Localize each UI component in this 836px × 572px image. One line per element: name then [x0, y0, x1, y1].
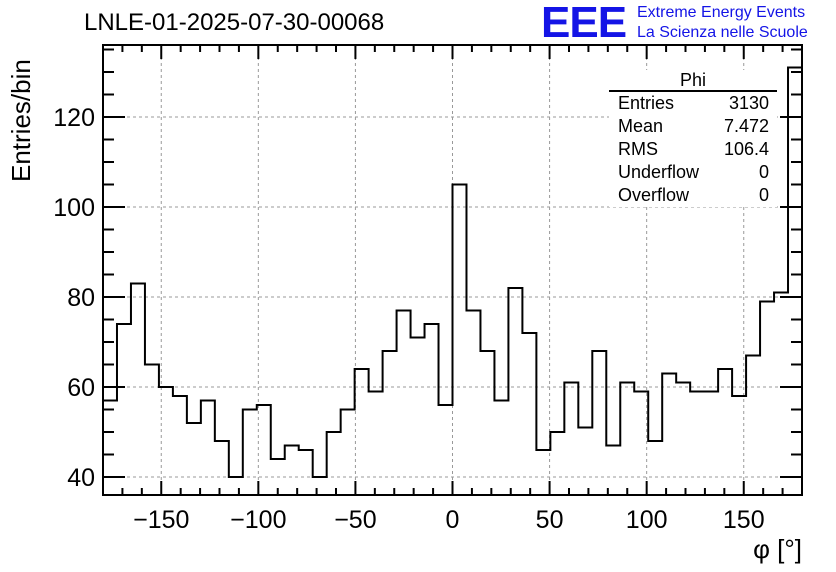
- histogram-bin: [592, 351, 606, 495]
- y-tick-label: 60: [67, 374, 95, 402]
- histogram-bin: [341, 410, 355, 496]
- histogram-bin: [131, 284, 145, 496]
- histogram-bin: [299, 450, 313, 495]
- histogram-bin: [187, 423, 201, 495]
- histogram-bin: [508, 288, 522, 495]
- y-tick-label: 120: [53, 104, 95, 132]
- y-tick-label: 40: [67, 464, 95, 492]
- histogram-bin: [355, 369, 369, 495]
- histogram-bin: [173, 396, 187, 495]
- histogram-bin: [788, 68, 802, 496]
- stats-label: Underflow: [618, 162, 700, 182]
- x-axis-tick-labels: −150 −100 −50 0 50 100 150: [133, 506, 765, 534]
- histogram-bin: [313, 477, 327, 495]
- histogram-bin: [243, 410, 257, 496]
- eee-caption-line2: La Scienza nelle Scuole: [637, 24, 808, 41]
- histogram-bin: [439, 405, 453, 495]
- stats-box: Phi Entries 3130 Mean 7.472 RMS 106.4 Un…: [609, 70, 777, 207]
- histogram-bin: [704, 392, 718, 496]
- histogram-bin: [494, 401, 508, 496]
- histogram-bin: [550, 432, 564, 495]
- histogram-bin: [536, 450, 550, 495]
- y-axis-ticks: [103, 48, 802, 478]
- histogram-bin: [480, 351, 494, 495]
- stats-row-underflow: Underflow 0: [609, 161, 777, 184]
- histogram-bin: [103, 401, 117, 496]
- histogram-bin: [732, 396, 746, 495]
- x-tick-label: −50: [334, 506, 376, 534]
- histogram-bin: [145, 365, 159, 496]
- stats-label: RMS: [618, 139, 658, 159]
- chart-title: LNLE-01-2025-07-30-00068: [84, 9, 385, 36]
- x-tick-label: 100: [626, 506, 668, 534]
- stats-label: Overflow: [618, 185, 690, 205]
- histogram-bin: [774, 293, 788, 496]
- y-tick-label: 80: [67, 284, 95, 312]
- histogram-bin: [397, 311, 411, 496]
- stats-title: Phi: [609, 70, 777, 92]
- x-tick-label: 150: [723, 506, 765, 534]
- y-tick-label: 100: [53, 194, 95, 222]
- histogram-bin: [453, 185, 467, 496]
- stats-row-overflow: Overflow 0: [609, 184, 777, 207]
- histogram-bin: [369, 392, 383, 496]
- stats-value: 7.472: [723, 116, 769, 136]
- histogram-bin: [117, 324, 131, 495]
- histogram-bin: [620, 383, 634, 496]
- histogram-bin: [383, 351, 397, 495]
- histogram-outline: [103, 66, 802, 478]
- x-axis-label: φ [°]: [753, 534, 802, 564]
- stats-row-rms: RMS 106.4: [609, 138, 777, 161]
- histogram-bin: [578, 428, 592, 496]
- x-tick-label: 0: [446, 506, 460, 534]
- stats-value: 0: [758, 162, 769, 182]
- eee-logo: EEE: [541, 0, 627, 47]
- histogram-bin: [201, 401, 215, 496]
- histogram-bin: [676, 383, 690, 496]
- histogram-bin: [718, 369, 732, 495]
- histogram-bin: [634, 392, 648, 496]
- stats-label: Entries: [618, 93, 675, 113]
- x-tick-label: −150: [133, 506, 189, 534]
- stats-value: 3130: [728, 93, 769, 113]
- histogram-bin: [466, 311, 480, 496]
- x-tick-label: 50: [536, 506, 564, 534]
- plot-frame: [102, 44, 803, 496]
- stats-label: Mean: [618, 116, 664, 136]
- x-axis-ticks: [102, 45, 803, 495]
- histogram-bin: [648, 441, 662, 495]
- histogram-bin: [746, 356, 760, 496]
- y-axis-label: Entries/bin: [6, 59, 36, 182]
- stats-row-mean: Mean 7.472: [609, 115, 777, 138]
- histogram-bin: [760, 302, 774, 496]
- histogram-bin: [606, 446, 620, 496]
- histogram-bin: [522, 333, 536, 495]
- histogram-bin: [564, 383, 578, 496]
- histogram-bin: [229, 477, 243, 495]
- stats-value: 106.4: [723, 139, 769, 159]
- histogram-bin: [425, 324, 439, 495]
- histogram-bin: [285, 446, 299, 496]
- stats-row-entries: Entries 3130: [609, 92, 777, 115]
- histogram-bin: [327, 432, 341, 495]
- stats-value: 0: [758, 185, 769, 205]
- histogram-bin: [215, 441, 229, 495]
- x-tick-label: −100: [230, 506, 286, 534]
- y-axis-tick-labels: 40 60 80 100 120: [53, 104, 95, 492]
- histogram-bin: [690, 392, 704, 496]
- eee-caption: Extreme Energy Events La Scienza nelle S…: [637, 3, 808, 43]
- eee-caption-line1: Extreme Energy Events: [637, 4, 806, 21]
- histogram-bin: [411, 338, 425, 496]
